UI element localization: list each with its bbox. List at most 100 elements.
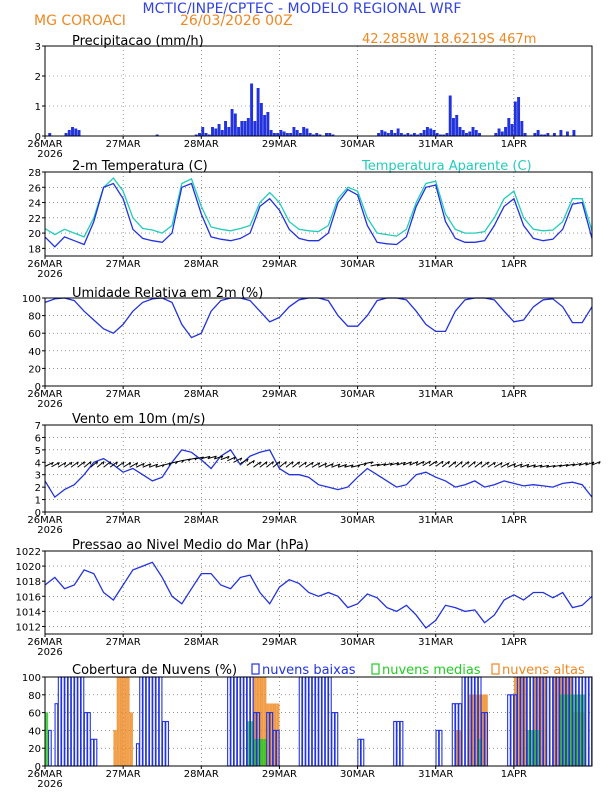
precip-bar xyxy=(246,118,250,136)
cloud-ytick-label: 100 xyxy=(22,673,41,684)
wind-arrow xyxy=(292,461,300,468)
wind-arrow xyxy=(572,462,582,467)
wind-arrow xyxy=(578,462,588,466)
cloud-bar-nuvens-baixas xyxy=(161,720,166,767)
wind-arrow-head xyxy=(435,460,438,465)
precip-bar xyxy=(419,133,423,136)
wind-arrow xyxy=(201,455,211,460)
cloud-bar-nuvens-baixas xyxy=(243,676,248,767)
wind-arrow xyxy=(318,462,327,468)
wind-arrow xyxy=(116,461,125,468)
temp-legend-apparent: Temperatura Aparente (C) xyxy=(361,159,532,174)
wind-arrow-head xyxy=(500,462,503,466)
cloud-bar-nuvens-baixas xyxy=(145,676,150,767)
precip-bar xyxy=(233,113,237,136)
wind-arrow-head xyxy=(265,461,268,465)
temp-ytick-label: 20 xyxy=(28,229,41,240)
pressure-xtick-label: 29MAR xyxy=(262,637,297,648)
wind-arrow-head xyxy=(513,463,516,467)
wind-arrow xyxy=(441,460,450,468)
wind-arrow xyxy=(311,462,321,468)
temp-xtick-label: 26MAR xyxy=(27,259,62,270)
wind-arrow xyxy=(526,464,536,468)
wind-arrow-head xyxy=(239,457,243,461)
precip-bar xyxy=(328,133,332,136)
temp-frame xyxy=(44,171,593,257)
precip-bar xyxy=(315,133,319,136)
precip-bar xyxy=(224,121,228,136)
precip-bar xyxy=(494,133,498,136)
wind-frame xyxy=(44,424,593,513)
wind-arrow xyxy=(298,461,307,468)
wind-xtick-label: 30MAR xyxy=(340,515,375,526)
temp-title: 2-m Temperatura (C) xyxy=(72,159,208,174)
pressure-title: Pressao ao Nivel Medio do Mar (hPa) xyxy=(72,538,309,553)
precip-bar xyxy=(438,134,442,136)
humidity-ytick-label: 40 xyxy=(28,347,41,358)
wind-arrow-head xyxy=(363,463,367,467)
precip-bar xyxy=(217,124,221,136)
humidity-frame xyxy=(44,297,593,387)
humidity-xtick-label: 27MAR xyxy=(106,389,141,400)
precip-bar xyxy=(295,130,299,136)
wind-arrow xyxy=(214,455,223,460)
wind-arrow-head xyxy=(493,462,496,466)
wind-arrow-head xyxy=(311,462,314,466)
cloud-ytick-label: 80 xyxy=(28,691,41,702)
wind-arrow-head xyxy=(220,455,224,459)
wind-arrow-head xyxy=(441,460,444,465)
wind-ytick-label: 7 xyxy=(35,421,41,432)
humidity-xtick-label: 30MAR xyxy=(340,389,375,400)
wind-arrow xyxy=(64,461,73,468)
precip-bar xyxy=(533,133,537,136)
wind-arrow-head xyxy=(148,463,152,467)
precip-bar xyxy=(448,95,452,136)
temp-series-line xyxy=(44,177,593,238)
wind-arrow-head xyxy=(304,461,307,466)
cloud-bar-nuvens-baixas xyxy=(67,676,72,767)
wind-arrow-head xyxy=(460,461,463,465)
humidity-xtick-label: 26MAR xyxy=(27,389,62,400)
wind-arrow xyxy=(507,463,516,468)
precip-bar xyxy=(536,130,540,136)
cloud-xtick-label: 29MAR xyxy=(262,769,297,780)
wind-arrow-head xyxy=(278,461,281,465)
precip-bar xyxy=(71,127,74,136)
wind-arrow xyxy=(448,461,457,468)
wind-arrow-head xyxy=(402,461,406,465)
cloud-bar-nuvens-baixas xyxy=(331,712,336,767)
wind-arrow-head xyxy=(83,461,86,465)
wind-arrow xyxy=(520,463,530,468)
precip-bar xyxy=(383,131,387,136)
wind-arrow-head xyxy=(272,461,274,465)
wind-arrow-head xyxy=(415,461,419,465)
precip-bar xyxy=(390,130,394,136)
pressure-ytick-label: 1022 xyxy=(16,547,41,558)
wind-arrow-head xyxy=(337,463,341,467)
pressure-ytick-label: 1012 xyxy=(16,622,41,633)
precip-bar xyxy=(474,130,478,136)
cloud-legend: nuvens baixas nuvens medias nuvens altas xyxy=(251,663,585,678)
wind-arrow xyxy=(83,461,92,468)
cloud-bar-nuvens-baixas xyxy=(90,738,95,767)
wind-arrow-head xyxy=(318,462,321,466)
wind-arrow-head xyxy=(487,461,490,465)
precip-bar xyxy=(425,127,429,136)
cloud-bar-nuvens-medias xyxy=(45,712,49,767)
cloud-bar-nuvens-baixas xyxy=(233,676,238,767)
wind-line xyxy=(44,449,593,499)
wind-arrow xyxy=(428,460,438,467)
wind-arrow xyxy=(77,461,85,468)
wind-arrow xyxy=(109,461,118,468)
wind-arrow-head xyxy=(57,462,60,466)
wind-arrow xyxy=(494,462,503,468)
wind-arrow xyxy=(454,461,463,468)
temp-panel: 18 20 22 24 26 28 26MAR 27MAR 28MAR 29MAR 30MAR 31M… xyxy=(27,168,593,280)
humidity-xtick-label: 28MAR xyxy=(184,389,219,400)
wind-arrow xyxy=(122,462,132,468)
precip-bar xyxy=(74,128,78,136)
humidity-line xyxy=(44,297,593,339)
wind-arrow xyxy=(389,462,399,466)
wind-arrow-head xyxy=(246,458,249,463)
cloud-ytick-label: 40 xyxy=(28,726,41,737)
